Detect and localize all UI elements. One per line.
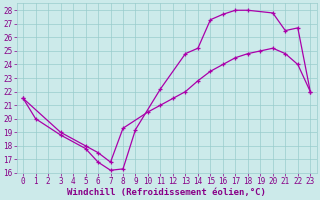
X-axis label: Windchill (Refroidissement éolien,°C): Windchill (Refroidissement éolien,°C) bbox=[67, 188, 266, 197]
